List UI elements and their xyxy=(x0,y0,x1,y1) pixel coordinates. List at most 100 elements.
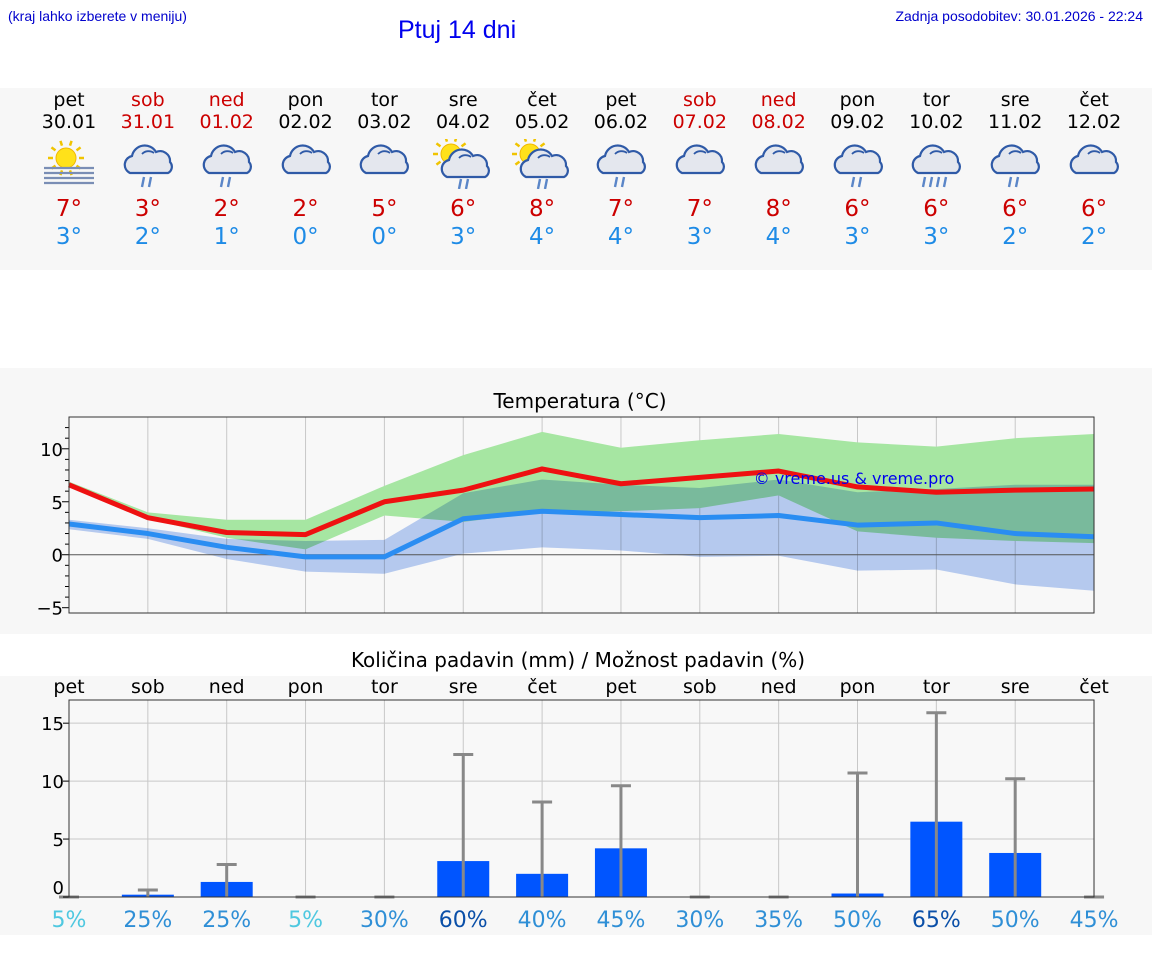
cloud-icon xyxy=(754,144,804,175)
day-name: sre xyxy=(448,89,478,111)
y-tick-label: 0 xyxy=(53,878,64,899)
temp-max: 6° xyxy=(450,196,477,222)
plot-frame xyxy=(68,416,1095,614)
day-column: pet 30.01 7° 3° xyxy=(29,88,109,251)
cloud-icon xyxy=(360,144,410,175)
day-date: 02.02 xyxy=(278,111,333,133)
temp-min: 0° xyxy=(371,224,398,250)
min-range-band xyxy=(69,479,1095,591)
chart-title: Količina padavin (mm) / Možnost padavin … xyxy=(351,648,805,672)
day-date: 03.02 xyxy=(357,111,412,133)
precip-probability-label: 40% xyxy=(518,908,567,933)
precip-probability-label: 50% xyxy=(991,908,1040,933)
hint-text: (kraj lahko izberete v meniju) xyxy=(8,8,187,24)
temp-max: 2° xyxy=(213,196,240,222)
temp-max: 6° xyxy=(1080,196,1108,222)
day-name: čet xyxy=(1079,89,1109,111)
temp-min: 3° xyxy=(55,224,83,250)
forecast-band xyxy=(0,88,1152,270)
temp-max: 7° xyxy=(607,196,634,222)
day-date: 10.02 xyxy=(909,111,964,133)
precip-probability-label: 25% xyxy=(123,908,172,933)
day-column: ned 08.02 8° 4° xyxy=(739,88,819,251)
day-name: čet xyxy=(527,89,557,111)
day-name: pon xyxy=(839,89,876,111)
day-date: 04.02 xyxy=(436,111,491,133)
day-name: pet xyxy=(605,89,637,111)
temp-max: 8° xyxy=(529,196,556,222)
temp-min: 4° xyxy=(765,224,792,250)
x-category-label: pet xyxy=(53,676,84,698)
cloud-icon xyxy=(675,144,725,175)
day-date: 08.02 xyxy=(751,111,806,133)
day-date: 31.01 xyxy=(120,111,176,133)
cloud-shape xyxy=(675,144,725,175)
precip-probability-label: 45% xyxy=(1070,908,1119,933)
temp-min: 2° xyxy=(1002,224,1029,250)
day-column: čet 12.02 6° 2° xyxy=(1054,88,1134,251)
precip-probability-label: 35% xyxy=(754,908,803,933)
cloud-rain-icon xyxy=(596,144,646,188)
temp-min: 4° xyxy=(607,224,634,250)
series-max-line xyxy=(68,466,1095,538)
temp-min: 3° xyxy=(923,224,950,250)
day-date: 11.02 xyxy=(987,111,1043,133)
x-category-label: sob xyxy=(683,676,717,698)
temp-min: 4° xyxy=(529,224,556,250)
cloud-rain-icon xyxy=(202,144,252,188)
x-category-label: sre xyxy=(1001,676,1030,698)
sun-cloud-rain-icon xyxy=(433,139,491,189)
day-column: tor 03.02 5° 0° xyxy=(344,88,424,251)
day-column: tor 10.02 6° 3° xyxy=(896,88,976,251)
temp-min: 3° xyxy=(450,224,477,250)
precip-probability-label: 45% xyxy=(596,908,645,933)
cloud-shape xyxy=(360,144,410,175)
temp-max: 6° xyxy=(844,196,871,222)
x-category-label: pon xyxy=(840,676,876,698)
temp-min: 2° xyxy=(1080,224,1108,250)
x-category-label: čet xyxy=(527,676,557,698)
x-category-label: sre xyxy=(449,676,478,698)
day-column: pon 02.02 2° 0° xyxy=(266,88,346,251)
plot-frame xyxy=(68,699,1095,898)
temp-min: 0° xyxy=(292,224,319,250)
x-category-label: ned xyxy=(761,676,797,698)
cloud-shape xyxy=(519,148,569,179)
y-tick-label: −5 xyxy=(36,599,63,620)
day-column: pon 09.02 6° 3° xyxy=(818,88,898,251)
x-category-label: čet xyxy=(1079,676,1109,698)
x-category-label: tor xyxy=(923,676,950,698)
cloud-shape xyxy=(912,144,962,175)
watermark: © vreme.us & vreme.pro xyxy=(754,469,955,488)
day-date: 30.01 xyxy=(41,111,97,133)
sun-cloud-rain-icon xyxy=(512,139,569,189)
day-column: sob 07.02 7° 3° xyxy=(660,88,740,251)
day-column: pet 06.02 7° 4° xyxy=(581,88,661,251)
day-date: 12.02 xyxy=(1066,111,1122,133)
precip-probability-label: 5% xyxy=(52,908,87,933)
day-column: čet 05.02 8° 4° xyxy=(502,88,582,251)
day-date: 06.02 xyxy=(593,111,649,133)
y-tick-label: 10 xyxy=(40,440,63,461)
cloud-icon xyxy=(281,144,331,175)
y-tick-label: 10 xyxy=(41,772,64,793)
forecast-strip: pet 30.01 7° 3° sob 31.01 3° 2° ned 01.02 2° 1° pon 0… xyxy=(0,88,1152,270)
cloud-shape xyxy=(202,144,252,175)
cloud-shape xyxy=(833,144,883,175)
chart-title: Temperatura (°C) xyxy=(492,389,666,413)
temperature-chart: Temperatura (°C) −5 0 5 10 © vreme.us & vreme… xyxy=(36,389,1095,620)
cloud-shape xyxy=(596,144,646,175)
cloud-rain-icon xyxy=(123,144,173,188)
temp-max: 6° xyxy=(923,196,950,222)
day-column: ned 01.02 2° 1° xyxy=(187,88,267,251)
page-title: Ptuj 14 dni xyxy=(398,16,517,44)
cloud-shape xyxy=(990,144,1041,175)
temp-max: 7° xyxy=(686,196,713,222)
cloud-shape xyxy=(754,144,804,175)
day-name: pet xyxy=(53,89,85,111)
cloud-shape xyxy=(123,144,173,175)
temp-max: 3° xyxy=(134,196,161,222)
day-name: sre xyxy=(1000,89,1030,111)
sun-fog-icon xyxy=(44,140,94,185)
cloud-shape xyxy=(281,144,331,175)
